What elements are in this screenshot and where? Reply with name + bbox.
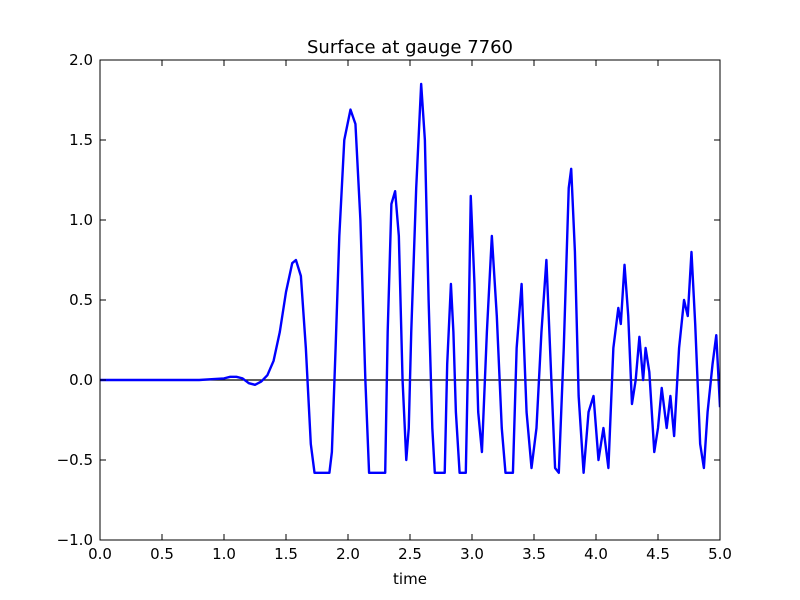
chart-title: Surface at gauge 7760 bbox=[307, 37, 513, 58]
plot-area bbox=[99, 59, 721, 541]
x-tick-label: 0.0 bbox=[88, 545, 112, 563]
y-tick-label: −1.0 bbox=[57, 531, 93, 549]
x-tick-label: 4.0 bbox=[584, 545, 608, 563]
x-tick-label: 0.5 bbox=[150, 545, 174, 563]
x-tick-label: 2.0 bbox=[336, 545, 360, 563]
y-axis: −1.0 −0.5 0.0 0.5 1.0 1.5 2.0 bbox=[57, 51, 720, 549]
x-axis: 0.0 0.5 1.0 1.5 2.0 2.5 3.0 3.5 4.0 4.5 5.0 bbox=[88, 60, 732, 563]
x-tick-label: 1.0 bbox=[212, 545, 236, 563]
series-line bbox=[100, 82, 720, 474]
y-tick-label: 1.5 bbox=[69, 131, 93, 149]
x-tick-label: 3.0 bbox=[460, 545, 484, 563]
y-tick-label: 1.0 bbox=[69, 211, 93, 229]
x-axis-label: time bbox=[393, 570, 427, 588]
x-tick-label: 3.5 bbox=[522, 545, 546, 563]
y-tick-label: 0.5 bbox=[69, 291, 93, 309]
x-tick-label: 2.5 bbox=[398, 545, 422, 563]
y-tick-label: 2.0 bbox=[69, 51, 93, 69]
x-tick-label: 5.0 bbox=[708, 545, 732, 563]
y-tick-label: 0.0 bbox=[69, 371, 93, 389]
y-tick-label: −0.5 bbox=[57, 451, 93, 469]
x-tick-label: 1.5 bbox=[274, 545, 298, 563]
x-tick-label: 4.5 bbox=[646, 545, 670, 563]
